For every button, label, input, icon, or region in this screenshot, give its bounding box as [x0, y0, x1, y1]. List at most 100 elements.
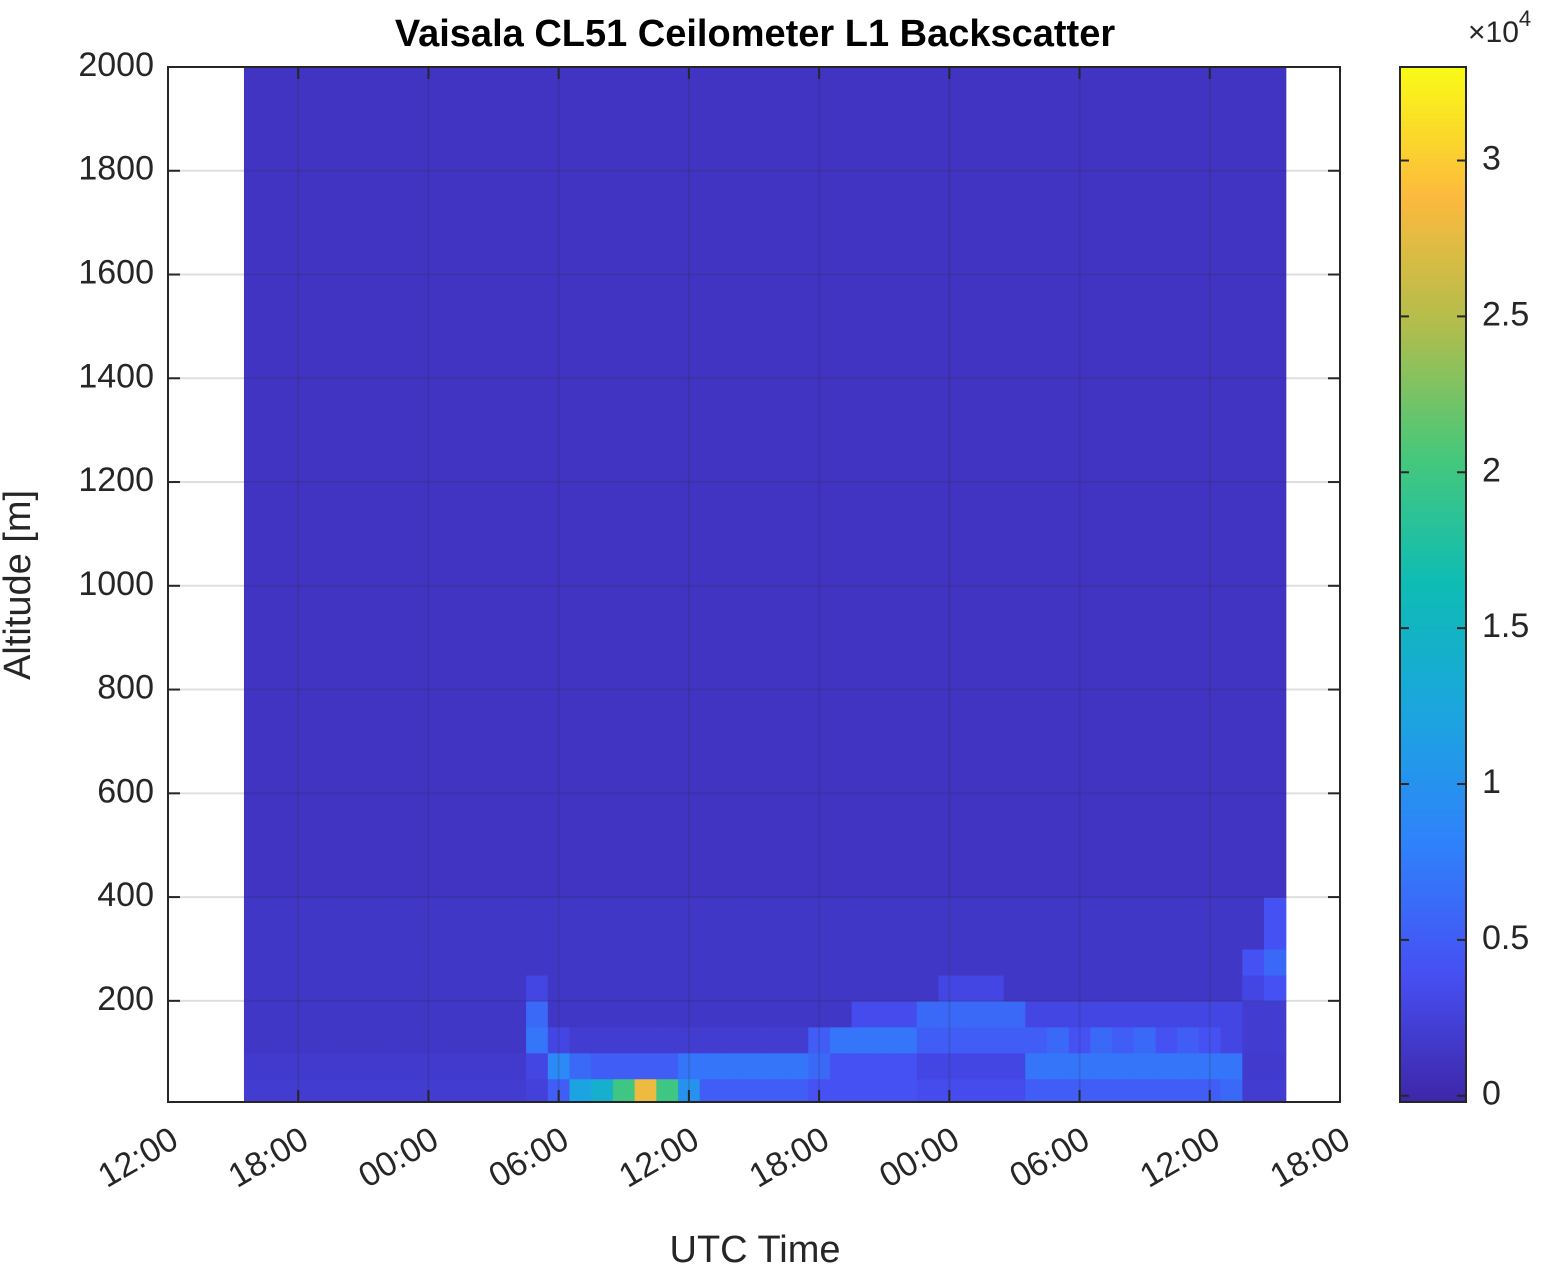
- heatmap-cell: [699, 1026, 723, 1054]
- heatmap-cell: [808, 67, 831, 898]
- heatmap-cell: [1090, 1000, 1113, 1028]
- heatmap-cell: [808, 974, 831, 1002]
- colorbar-tick-label: 0: [1482, 1075, 1501, 1113]
- heatmap-cell: [1025, 1026, 1048, 1054]
- heatmap-cell: [960, 1052, 983, 1080]
- heatmap-cell: [829, 1000, 853, 1028]
- heatmap-cell: [526, 1026, 549, 1054]
- heatmap-cell: [1155, 974, 1178, 1002]
- y-tick-label: 2000: [78, 46, 154, 84]
- heatmap-cell: [395, 67, 419, 898]
- heatmap-cell: [569, 1078, 592, 1103]
- heatmap-cell: [1264, 1078, 1287, 1103]
- heatmap-cell: [981, 1026, 1005, 1054]
- colorbar-tick-label: 1: [1482, 763, 1501, 801]
- heatmap-cell: [1090, 974, 1113, 1002]
- heatmap-cell: [829, 67, 853, 898]
- heatmap-cell: [873, 948, 896, 976]
- heatmap-cell: [330, 1026, 354, 1054]
- heatmap-cell: [1068, 1026, 1092, 1054]
- heatmap-cell: [461, 1000, 484, 1028]
- heatmap-cell: [612, 1026, 636, 1054]
- heatmap-cell: [1198, 974, 1222, 1002]
- heatmap-cell: [417, 974, 440, 1002]
- heatmap-cell: [699, 1000, 723, 1028]
- heatmap-cell: [1133, 1078, 1157, 1103]
- heatmap-cell: [721, 1000, 744, 1028]
- heatmap-cell: [352, 1078, 375, 1103]
- heatmap-cell: [1047, 1026, 1070, 1054]
- heatmap-cell: [482, 897, 506, 950]
- heatmap-cell: [1090, 67, 1113, 898]
- heatmap-cell: [829, 1026, 853, 1054]
- heatmap-cell: [1177, 1078, 1200, 1103]
- heatmap-cell: [764, 1026, 788, 1054]
- heatmap-cell: [1047, 1078, 1070, 1103]
- heatmap-cell: [526, 67, 549, 898]
- heatmap-cell: [1242, 948, 1265, 976]
- heatmap-cell: [829, 948, 853, 976]
- heatmap-cell: [309, 948, 332, 976]
- heatmap-cell: [786, 1000, 809, 1028]
- heatmap-cell: [591, 1026, 614, 1054]
- x-tick-label: 18:00: [222, 1120, 315, 1195]
- heatmap-cell: [1177, 1052, 1200, 1080]
- heatmap-cell: [243, 1000, 267, 1028]
- heatmap-cell: [829, 897, 853, 950]
- heatmap-cell: [873, 67, 896, 898]
- heatmap-cell: [1177, 1026, 1200, 1054]
- heatmap-cell: [981, 67, 1005, 898]
- heatmap-cell: [699, 948, 723, 976]
- heatmap-cell: [1068, 67, 1092, 898]
- heatmap-cell: [678, 948, 701, 976]
- heatmap-cell: [1220, 974, 1243, 1002]
- heatmap-cell: [634, 1078, 657, 1103]
- heatmap-cell: [461, 67, 484, 898]
- heatmap-cell: [352, 974, 375, 1002]
- colorbar-tick-label: 2: [1482, 451, 1501, 489]
- heatmap-cell: [352, 948, 375, 976]
- heatmap-cell: [938, 974, 961, 1002]
- multiplier-base: ×10: [1468, 16, 1519, 49]
- heatmap-cell: [265, 897, 288, 950]
- heatmap-cell: [1155, 67, 1178, 898]
- heatmap-cell: [743, 1078, 766, 1103]
- heatmap-cell: [1198, 897, 1222, 950]
- heatmap-cell: [916, 1000, 940, 1028]
- heatmap-cell: [851, 1000, 874, 1028]
- heatmap-cell: [916, 1026, 940, 1054]
- heatmap-cell: [439, 974, 462, 1002]
- heatmap-cell: [851, 1052, 874, 1080]
- heatmap-cell: [374, 1052, 397, 1080]
- heatmap-cell: [1220, 1000, 1243, 1028]
- heatmap-cell: [634, 897, 657, 950]
- x-tick-label: 12:00: [613, 1120, 706, 1195]
- heatmap-cell: [1198, 1000, 1222, 1028]
- heatmap-cell: [395, 948, 419, 976]
- heatmap-cell: [808, 948, 831, 976]
- heatmap-cell: [634, 1026, 657, 1054]
- heatmap-cell: [395, 974, 419, 1002]
- heatmap-cell: [808, 1000, 831, 1028]
- heatmap-cell: [1025, 1052, 1048, 1080]
- heatmap-cell: [265, 948, 288, 976]
- heatmap-cell: [981, 1000, 1005, 1028]
- y-tick-label: 1200: [78, 461, 154, 499]
- heatmap-cell: [417, 897, 440, 950]
- heatmap-cell: [504, 948, 527, 976]
- heatmap-cell: [895, 1000, 918, 1028]
- heatmap-cell: [1003, 974, 1026, 1002]
- heatmap-cell: [439, 1000, 462, 1028]
- heatmap-cell: [591, 897, 614, 950]
- heatmap-cell: [265, 67, 288, 898]
- x-tick-label: 12:00: [1134, 1120, 1227, 1195]
- heatmap-cell: [330, 1052, 354, 1080]
- heatmap-cell: [287, 67, 310, 898]
- heatmap-cell: [504, 1078, 527, 1103]
- heatmap-cell: [1090, 897, 1113, 950]
- heatmap-cell: [1177, 67, 1200, 898]
- heatmap-cell: [439, 948, 462, 976]
- heatmap-cell: [981, 948, 1005, 976]
- heatmap-cell: [829, 1052, 853, 1080]
- heatmap-cell: [439, 1026, 462, 1054]
